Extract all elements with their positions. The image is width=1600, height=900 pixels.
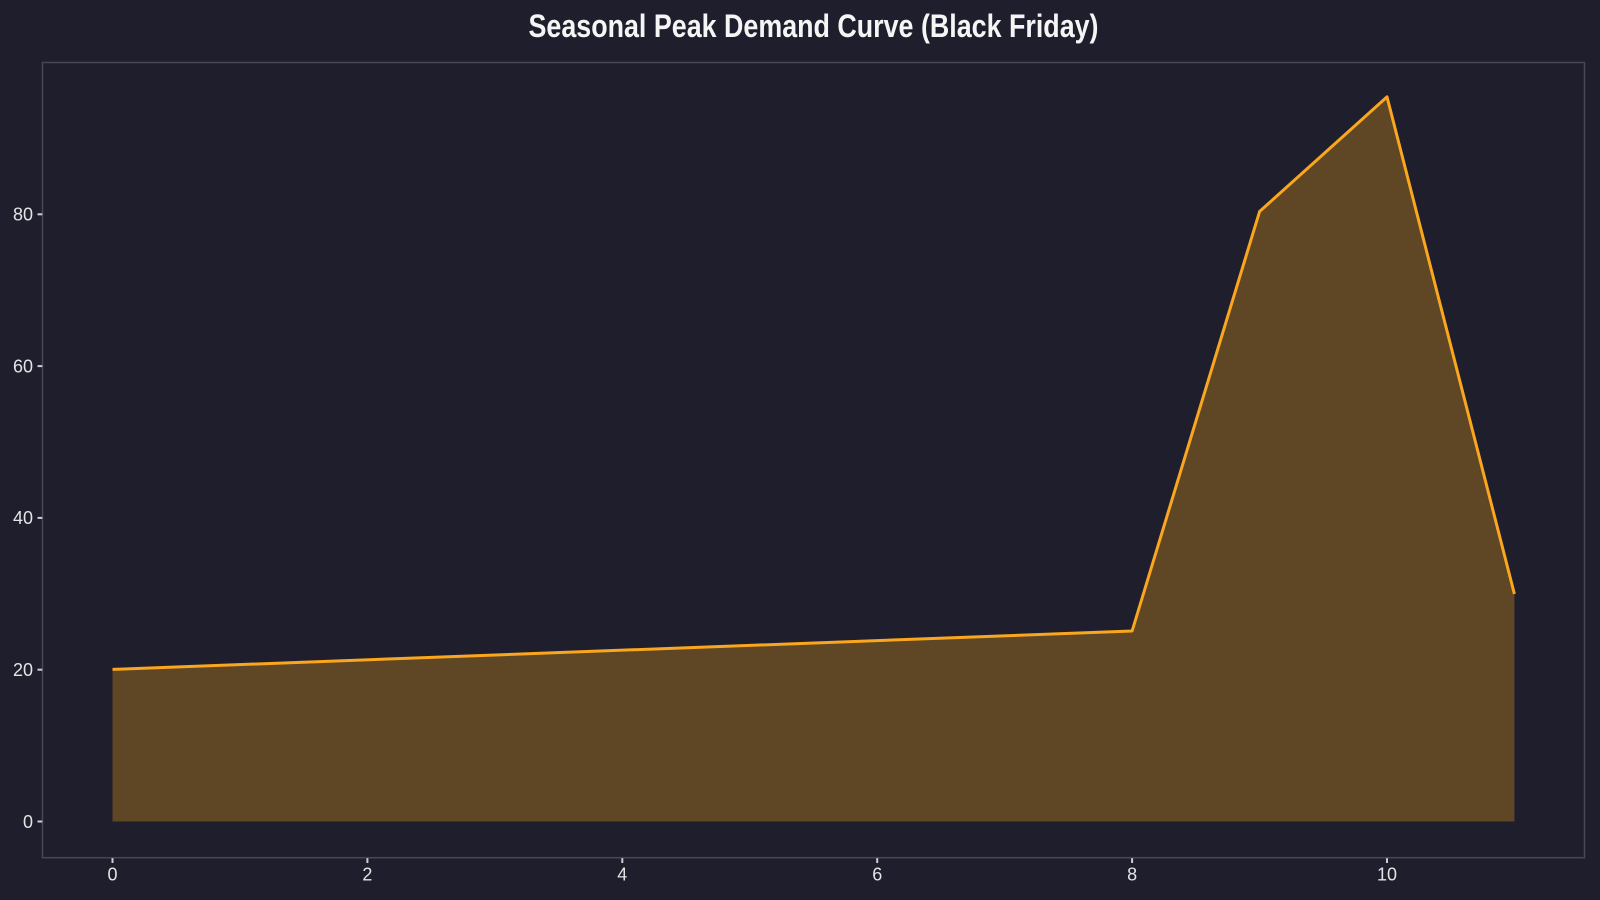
svg-text:Seasonal Peak Demand Curve (Bl: Seasonal Peak Demand Curve (Black Friday… — [529, 8, 1099, 44]
svg-text:20: 20 — [13, 660, 33, 680]
svg-text:8: 8 — [1127, 865, 1137, 885]
svg-text:40: 40 — [13, 508, 33, 528]
svg-text:80: 80 — [13, 205, 33, 225]
svg-text:0: 0 — [23, 812, 33, 832]
svg-text:10: 10 — [1377, 865, 1397, 885]
svg-text:6: 6 — [872, 865, 882, 885]
svg-text:60: 60 — [13, 356, 33, 376]
svg-text:0: 0 — [107, 865, 117, 885]
svg-text:2: 2 — [362, 865, 372, 885]
svg-text:4: 4 — [617, 865, 627, 885]
